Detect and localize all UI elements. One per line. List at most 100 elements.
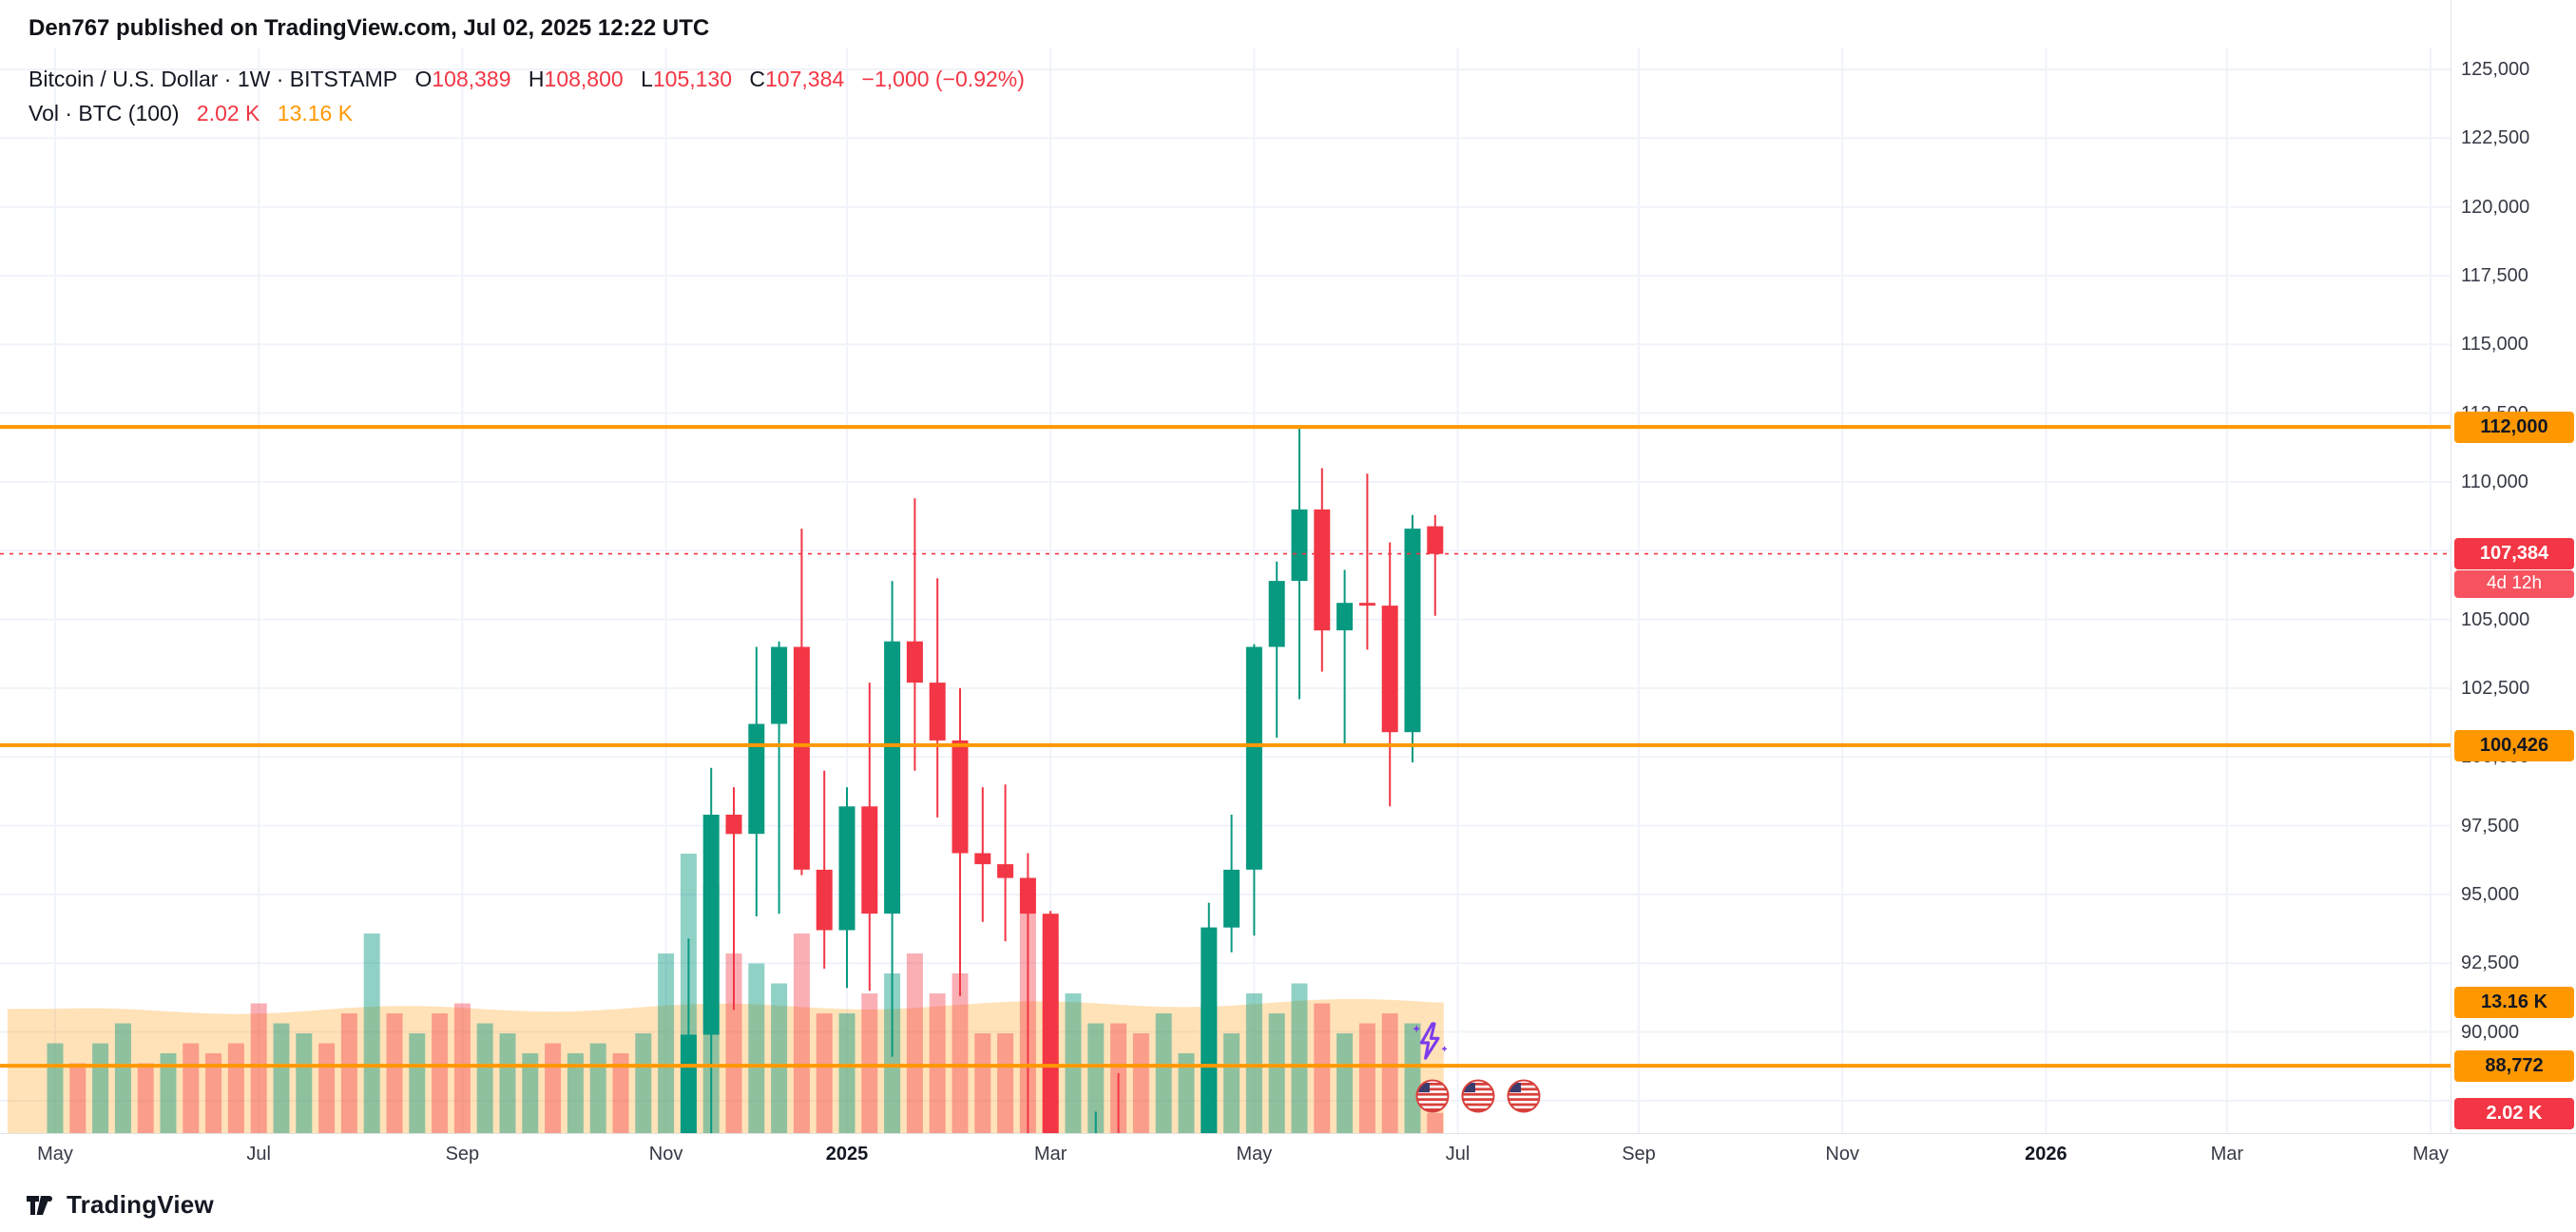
time-tick-label: Jul bbox=[1445, 1144, 1471, 1165]
purple-lightning-icon bbox=[1413, 1022, 1448, 1060]
ohlc-open: O108,389 bbox=[414, 67, 511, 91]
symbol-title[interactable]: Bitcoin / U.S. Dollar · 1W · BITSTAMP bbox=[29, 67, 398, 91]
candle-body bbox=[1019, 877, 1036, 914]
chart-canvas[interactable] bbox=[0, 0, 2451, 1133]
volume-bar bbox=[612, 1053, 629, 1133]
volume-bar bbox=[522, 1053, 539, 1133]
time-tick-label: Sep bbox=[1622, 1144, 1656, 1165]
volume-bar bbox=[929, 993, 946, 1133]
level-price-badge: 88,772 bbox=[2454, 1050, 2574, 1083]
volume-bar bbox=[838, 1013, 855, 1133]
candle-body bbox=[861, 806, 878, 914]
volume-bar bbox=[432, 1013, 449, 1133]
candle-body bbox=[702, 815, 720, 1035]
candle-body bbox=[1358, 603, 1375, 606]
candle-body bbox=[816, 869, 833, 931]
level-price-badge: 112,000 bbox=[2454, 412, 2574, 444]
candle-body bbox=[952, 740, 969, 854]
volume-current-value: 2.02 K bbox=[196, 101, 260, 125]
volume-bar bbox=[1223, 1033, 1240, 1133]
time-tick-label: 2026 bbox=[2025, 1144, 2067, 1165]
price-tick-label: 95,000 bbox=[2461, 883, 2520, 905]
price-tick-label: 120,000 bbox=[2461, 196, 2530, 218]
volume-bar bbox=[47, 1043, 64, 1133]
time-tick-label: Nov bbox=[648, 1144, 683, 1165]
volume-bar bbox=[409, 1033, 426, 1133]
volume-bar bbox=[816, 1013, 833, 1133]
volume-bar bbox=[974, 1033, 991, 1133]
candle-body bbox=[838, 806, 855, 931]
volume-bar bbox=[160, 1053, 177, 1133]
last-price-badge: 107,384 bbox=[2454, 537, 2574, 569]
time-tick-label: Sep bbox=[445, 1144, 480, 1165]
price-tick-label: 125,000 bbox=[2461, 59, 2530, 80]
volume-bar bbox=[635, 1033, 652, 1133]
volume-bar bbox=[1087, 1023, 1105, 1133]
ohlc-low: L105,130 bbox=[641, 67, 732, 91]
time-tick-label: Mar bbox=[1033, 1144, 1067, 1165]
candle-body bbox=[748, 723, 765, 835]
symbol-legend: Bitcoin / U.S. Dollar · 1W · BITSTAMP O1… bbox=[29, 67, 1025, 92]
volume-bar bbox=[227, 1043, 244, 1133]
tradingview-brand: TradingView bbox=[67, 1190, 214, 1219]
publish-attribution: Den767 published on TradingView.com, Jul… bbox=[29, 15, 710, 41]
candle-body bbox=[974, 853, 991, 865]
volume-study-title[interactable]: Vol · BTC (100) bbox=[29, 101, 180, 125]
time-axis[interactable]: May Jul Sep Nov 2025 Mar May Jul Sep Nov 2026 Mar Ma… bbox=[0, 1133, 2576, 1185]
volume-bar bbox=[1155, 1013, 1172, 1133]
time-tick-label: Mar bbox=[2210, 1144, 2244, 1165]
us-flag-event-icon bbox=[1507, 1079, 1541, 1113]
ohlc-close: C107,384 bbox=[749, 67, 845, 91]
candle-body bbox=[1381, 606, 1398, 733]
candle-body bbox=[1291, 509, 1308, 582]
volume-bar bbox=[1245, 993, 1262, 1133]
price-tick-label: 102,500 bbox=[2461, 677, 2530, 699]
price-tick-label: 97,500 bbox=[2461, 815, 2520, 837]
candle-body bbox=[1201, 927, 1218, 1133]
volume-bar bbox=[273, 1023, 290, 1133]
lightning-sticker[interactable] bbox=[1409, 1019, 1452, 1068]
candle-body bbox=[1404, 529, 1421, 733]
price-tick-label: 115,000 bbox=[2461, 334, 2528, 356]
volume-bar bbox=[340, 1013, 357, 1133]
volume-bar bbox=[725, 953, 742, 1133]
volume-bar bbox=[92, 1043, 109, 1133]
volume-bar bbox=[205, 1053, 222, 1133]
volume-bar bbox=[748, 963, 765, 1133]
level-price-badge: 100,426 bbox=[2454, 729, 2574, 761]
volume-bar bbox=[318, 1043, 336, 1133]
candle-body bbox=[1336, 603, 1354, 631]
candle-body bbox=[997, 864, 1014, 878]
price-tick-label: 105,000 bbox=[2461, 608, 2530, 630]
volume-bar bbox=[567, 1053, 584, 1133]
volume-value-badge: 13.16 K bbox=[2454, 986, 2574, 1018]
volume-bar bbox=[906, 953, 923, 1133]
tradingview-attribution[interactable]: TradingView bbox=[25, 1190, 214, 1220]
price-tick-label: 110,000 bbox=[2461, 471, 2528, 492]
candle-body bbox=[725, 815, 742, 835]
candle-body bbox=[1042, 914, 1059, 1133]
candle-body bbox=[1223, 869, 1240, 928]
price-tick-label: 90,000 bbox=[2461, 1021, 2520, 1043]
candle-body bbox=[1245, 646, 1262, 870]
volume-bar bbox=[183, 1043, 200, 1133]
price-tick-label: 117,500 bbox=[2461, 264, 2528, 286]
us-flag-event-icon bbox=[1415, 1079, 1450, 1113]
candle-body bbox=[1314, 509, 1331, 631]
time-tick-label: May bbox=[2413, 1144, 2449, 1165]
volume-bar bbox=[1381, 1013, 1398, 1133]
volume-bar bbox=[1404, 1023, 1421, 1133]
volume-bar bbox=[771, 983, 788, 1133]
price-axis[interactable]: 125,000122,500120,000117,500115,000112,5… bbox=[2451, 0, 2576, 1133]
time-tick-label: May bbox=[1236, 1144, 1273, 1165]
event-flag-stickers[interactable] bbox=[1414, 1078, 1542, 1114]
time-tick-label: 2025 bbox=[825, 1144, 869, 1165]
time-tick-label: May bbox=[37, 1144, 73, 1165]
volume-bar bbox=[476, 1023, 493, 1133]
candle-body bbox=[771, 646, 788, 724]
candle-body bbox=[906, 641, 923, 683]
volume-bar bbox=[250, 1003, 267, 1133]
volume-bar bbox=[793, 934, 810, 1133]
volume-value-badge: 2.02 K bbox=[2454, 1097, 2574, 1129]
